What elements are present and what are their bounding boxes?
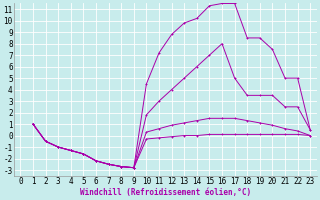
X-axis label: Windchill (Refroidissement éolien,°C): Windchill (Refroidissement éolien,°C) — [80, 188, 251, 197]
